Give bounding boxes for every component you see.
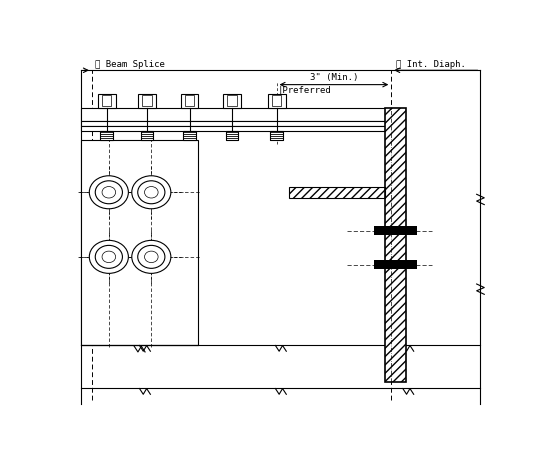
Bar bbox=[289, 187, 385, 198]
Circle shape bbox=[89, 176, 128, 209]
Circle shape bbox=[145, 251, 158, 263]
Bar bbox=[374, 226, 417, 235]
Circle shape bbox=[89, 240, 128, 274]
Circle shape bbox=[95, 246, 122, 268]
Bar bbox=[181, 94, 198, 108]
Bar bbox=[374, 260, 417, 269]
Bar bbox=[102, 96, 111, 106]
Circle shape bbox=[145, 186, 158, 198]
Circle shape bbox=[102, 251, 116, 263]
Circle shape bbox=[138, 246, 165, 268]
Text: 3" (Min.): 3" (Min.) bbox=[310, 73, 358, 82]
Bar bbox=[227, 96, 237, 106]
Bar bbox=[272, 96, 281, 106]
Text: |Preferred: |Preferred bbox=[277, 86, 331, 96]
Bar bbox=[138, 94, 156, 108]
Bar bbox=[81, 126, 404, 131]
Bar bbox=[100, 131, 113, 140]
Bar bbox=[81, 121, 404, 126]
Circle shape bbox=[102, 186, 116, 198]
Bar bbox=[185, 96, 194, 106]
Bar bbox=[385, 108, 406, 383]
Bar bbox=[141, 131, 153, 140]
Bar bbox=[142, 96, 152, 106]
Circle shape bbox=[132, 240, 171, 274]
Bar bbox=[226, 131, 238, 140]
Bar bbox=[289, 187, 385, 198]
Bar bbox=[267, 94, 286, 108]
Bar bbox=[223, 94, 241, 108]
Text: ℄ Int. Diaph.: ℄ Int. Diaph. bbox=[396, 60, 465, 69]
Bar bbox=[81, 140, 198, 345]
Bar bbox=[183, 131, 196, 140]
Circle shape bbox=[95, 181, 122, 204]
Bar bbox=[270, 131, 283, 140]
Bar bbox=[81, 108, 404, 121]
Text: ℄ Beam Splice: ℄ Beam Splice bbox=[95, 60, 165, 69]
Bar bbox=[98, 94, 116, 108]
Circle shape bbox=[132, 176, 171, 209]
Bar bbox=[385, 108, 406, 383]
Circle shape bbox=[138, 181, 165, 204]
